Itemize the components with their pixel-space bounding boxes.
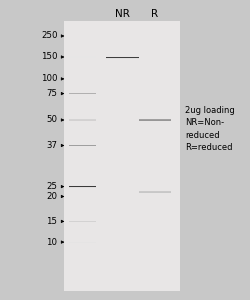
Text: 250: 250 — [41, 32, 58, 40]
Text: NR: NR — [115, 9, 130, 19]
Text: 10: 10 — [46, 238, 58, 247]
Text: 25: 25 — [46, 182, 58, 191]
Text: 100: 100 — [41, 74, 58, 83]
Text: 20: 20 — [46, 192, 58, 201]
Text: 150: 150 — [41, 52, 58, 62]
Text: R: R — [152, 9, 158, 19]
Text: 2ug loading
NR=Non-
reduced
R=reduced: 2ug loading NR=Non- reduced R=reduced — [185, 106, 235, 152]
Text: 50: 50 — [46, 116, 58, 124]
Text: 37: 37 — [46, 141, 58, 150]
Text: 15: 15 — [46, 217, 58, 226]
Bar — [64, 21, 180, 291]
Text: 75: 75 — [46, 89, 58, 98]
